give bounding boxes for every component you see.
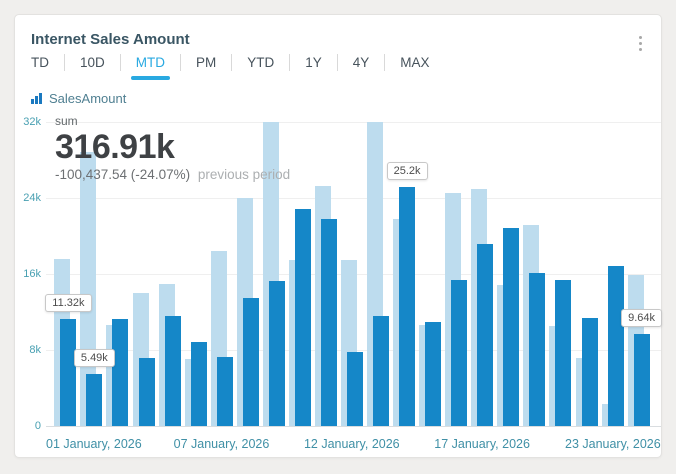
- tab-max[interactable]: MAX: [400, 55, 430, 70]
- bar-current-day-13[interactable]: [373, 315, 389, 426]
- x-axis-label: 01 January, 2026: [46, 437, 142, 451]
- bar-current-day-3[interactable]: [112, 318, 129, 426]
- bar-value-callout: 5.49k: [73, 348, 115, 367]
- y-axis-label: 24k: [23, 192, 41, 204]
- widget-title: Internet Sales Amount: [31, 31, 190, 48]
- tab-1y[interactable]: 1Y: [290, 54, 338, 71]
- x-axis-label: 07 January, 2026: [173, 437, 270, 451]
- bar-value-callout: 11.32k: [45, 293, 92, 312]
- bar-current-day-22[interactable]: [607, 266, 624, 426]
- period-tabs: TD 10D MTD PM YTD 1Y 4Y MAX: [31, 54, 445, 80]
- menu-dot: [638, 48, 642, 51]
- bar-value-callout: 25.2k: [386, 161, 428, 180]
- menu-dot: [638, 36, 642, 39]
- tab-4y[interactable]: 4Y: [338, 54, 386, 71]
- bar-current-day-20[interactable]: [555, 279, 572, 426]
- bar-current-day-6[interactable]: [190, 342, 207, 426]
- bar-chart-icon: [31, 93, 43, 104]
- gridline: [46, 197, 661, 199]
- bar-current-day-1[interactable]: [60, 318, 77, 426]
- bar-current-day-19[interactable]: [529, 273, 546, 426]
- tab-mtd[interactable]: MTD: [121, 54, 182, 80]
- bar-current-day-17[interactable]: [477, 243, 494, 426]
- bar-current-day-8[interactable]: [242, 297, 259, 427]
- bar-current-day-5[interactable]: [164, 315, 181, 426]
- bar-current-day-12[interactable]: [347, 351, 363, 426]
- bar-current-day-23[interactable]: [633, 334, 650, 426]
- tab-10d[interactable]: 10D: [65, 54, 121, 71]
- x-axis-label: 23 January, 2026: [565, 437, 661, 451]
- menu-dot: [638, 42, 642, 45]
- widget-card: Internet Sales Amount TD 10D MTD PM YTD 1Y 4Y M…: [14, 14, 663, 458]
- bar-current-day-15[interactable]: [425, 322, 442, 426]
- y-axis-label: 8k: [29, 344, 41, 356]
- kebab-menu-icon[interactable]: [631, 34, 649, 58]
- tab-ytd[interactable]: YTD: [232, 54, 291, 71]
- tab-td[interactable]: TD: [31, 54, 65, 71]
- bar-current-day-10[interactable]: [294, 209, 311, 426]
- bar-value-callout: 9.64k: [621, 309, 663, 328]
- y-axis-label: 16k: [23, 268, 41, 280]
- legend-label: SalesAmount: [49, 91, 127, 106]
- y-axis-label: 0: [34, 420, 41, 432]
- x-axis-label: 12 January, 2026: [303, 437, 400, 451]
- bar-current-day-14[interactable]: [399, 186, 416, 426]
- bar-current-day-21[interactable]: [581, 317, 598, 426]
- tab-pm[interactable]: PM: [181, 54, 233, 71]
- bar-current-day-7[interactable]: [216, 356, 233, 426]
- y-axis-label: 32k: [23, 116, 41, 128]
- bar-current-day-18[interactable]: [503, 228, 520, 426]
- bar-current-day-16[interactable]: [451, 279, 468, 426]
- legend-item-salesamount[interactable]: SalesAmount: [31, 91, 126, 106]
- bar-current-day-4[interactable]: [138, 357, 155, 426]
- bar-current-day-9[interactable]: [268, 280, 285, 426]
- bar-current-day-11[interactable]: [320, 218, 337, 426]
- chart-area: 32k 24k 16k 8k 0 01 January, 2026 07 January, …: [15, 15, 663, 457]
- bar-current-day-2[interactable]: [86, 373, 103, 426]
- gridline: [46, 121, 661, 123]
- x-axis-label: 17 January, 2026: [434, 437, 530, 451]
